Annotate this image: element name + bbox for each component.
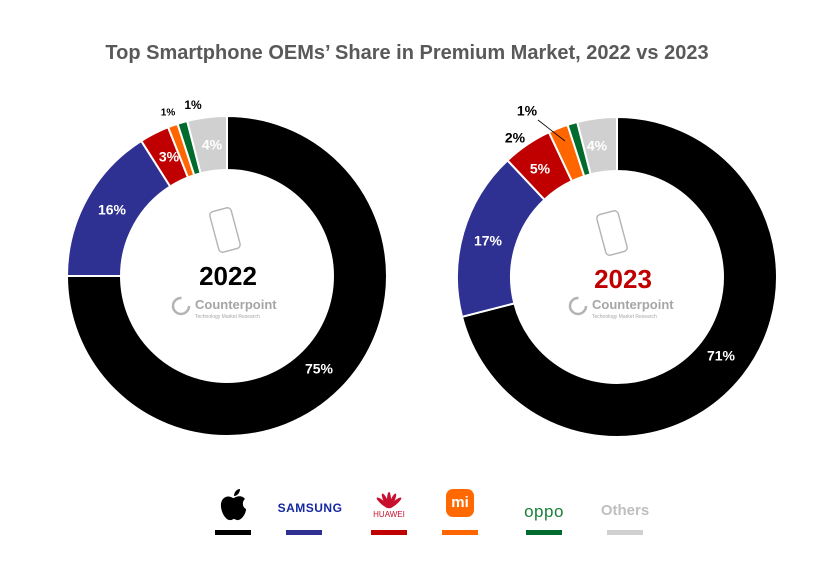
slice-apple-2022: [65, 114, 388, 437]
counterpoint-watermark: Counterpoint Technology Market Research: [568, 296, 674, 320]
apple-logo-icon: [220, 489, 246, 521]
year-label-2022: 2022: [199, 261, 257, 291]
labels-2023: 71% 17% 5%2% 1% 4%: [474, 103, 736, 364]
huawei-text: HUAWEI: [373, 510, 405, 519]
legend-xiaomi: mi: [437, 488, 517, 538]
leader-line: [537, 119, 566, 142]
data-label-huawei-2022: 3%: [159, 149, 180, 165]
data-label-huawei-2023: 5%: [530, 161, 551, 177]
legend-samsung: SAMSUNG: [270, 488, 350, 538]
data-label-samsung-2022: 16%: [98, 202, 127, 218]
data-label-others-2023: 4%: [587, 138, 608, 154]
svg-text:Counterpoint: Counterpoint: [592, 297, 674, 312]
chart-title: Top Smartphone OEMs’ Share in Premium Ma…: [105, 42, 709, 64]
data-label-oppo-2023: 1%: [517, 103, 538, 119]
counterpoint-watermark: Counterpoint Technology Market Research: [171, 296, 277, 320]
svg-text:Technology Market Research: Technology Market Research: [195, 314, 260, 320]
legend-others: Others: [595, 488, 675, 538]
year-label-2023: 2023: [594, 264, 652, 294]
data-label-xiaomi-2023: 2%: [505, 130, 526, 146]
others-label: Others: [600, 502, 650, 519]
svg-text:Counterpoint: Counterpoint: [195, 297, 277, 312]
phone-icon: [209, 207, 241, 253]
svg-text:Technology Market Research: Technology Market Research: [592, 314, 657, 320]
labels-2022: 75% 16% 3% 1% 1% 4%: [98, 98, 334, 377]
data-label-others-2022: 4%: [202, 137, 223, 153]
slice-apple-2023: [460, 115, 778, 438]
slices-2023: [456, 115, 778, 438]
data-label-apple-2022: 75%: [305, 361, 334, 377]
legend-oppo: oppo: [514, 488, 594, 538]
slice-others-2023: [575, 115, 618, 176]
samsung-logo: SAMSUNG: [277, 501, 343, 515]
slices-2022: [65, 114, 388, 437]
data-label-samsung-2023: 17%: [474, 233, 503, 249]
donut-2023: 71% 17% 5%2% 1% 4% 2023 Counterpoint Technol…: [456, 103, 778, 438]
huawei-logo-icon: [376, 492, 402, 509]
data-label-xiaomi-2022: 1%: [161, 108, 176, 119]
slice-others-2022: [185, 114, 228, 175]
oppo-logo: oppo: [524, 502, 564, 521]
data-label-oppo-2022: 1%: [184, 98, 202, 112]
legend-apple: [205, 488, 285, 538]
donut-2022: 75% 16% 3% 1% 1% 4% 2022 Counterpoint Technol…: [65, 98, 388, 437]
phone-icon: [596, 210, 628, 256]
xiaomi-text: mi: [451, 494, 469, 511]
data-label-apple-2023: 71%: [707, 348, 736, 364]
legend-huawei: HUAWEI: [360, 488, 440, 538]
xiaomi-logo-icon: [446, 489, 474, 517]
